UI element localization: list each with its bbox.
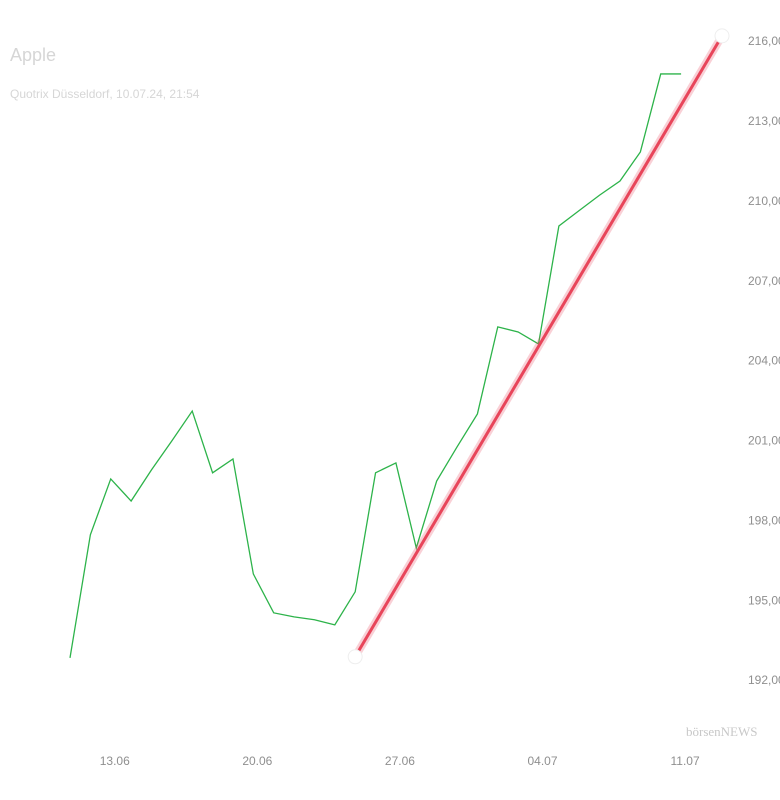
trendline [353,35,724,658]
y-tick-label: 204,00 [748,354,780,368]
price-line [69,73,682,658]
x-tick-label: 04.07 [527,754,557,768]
y-tick-label: 207,00 [748,274,780,288]
y-tick-label: 192,00 [748,673,780,687]
trend-handle [714,28,730,44]
watermark: börsenNEWS [686,724,758,739]
x-tick-label: 13.06 [100,754,130,768]
y-tick-label: 210,00 [748,194,780,208]
y-tick-label: 216,00 [748,34,780,48]
y-tick-label: 201,00 [748,434,780,448]
y-tick-label: 195,00 [748,593,780,607]
chart-title: Apple [10,45,56,65]
x-tick-label: 20.06 [242,754,272,768]
trend-handle [347,649,363,665]
x-tick-label: 27.06 [385,754,415,768]
y-tick-label: 198,00 [748,513,780,527]
chart-subtitle: Quotrix Düsseldorf, 10.07.24, 21:54 [10,87,200,101]
x-tick-label: 11.07 [671,754,700,768]
y-tick-label: 213,00 [748,114,780,128]
